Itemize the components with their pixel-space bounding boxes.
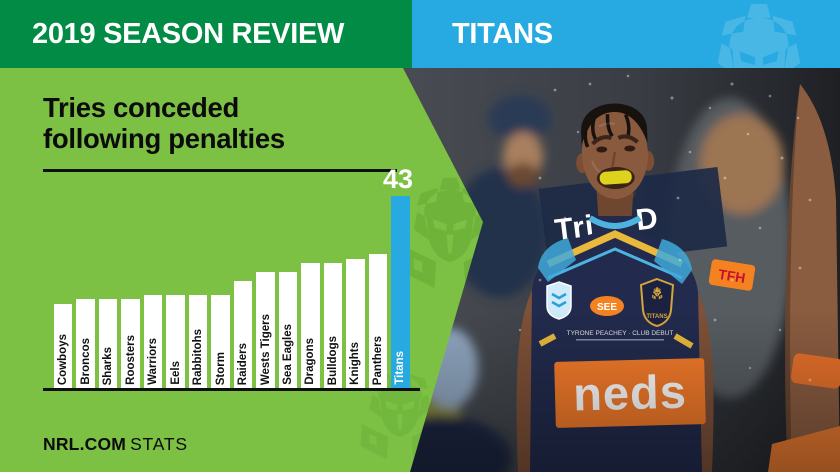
nrl-com-text: NRL.COM [43,434,127,454]
bar-chart: Cowboys Broncos Sharks Roosters Warriors Eels… [54,164,413,389]
title-divider-line [43,169,397,172]
bar-titans: Titans 43 [383,164,413,389]
stats-text: STATS [130,434,188,454]
team-label-titans: Titans [394,351,407,385]
team-label-sea-eagles: Sea Eagles [281,324,294,385]
team-label-warriors: Warriors [147,338,160,385]
season-review-title: 2019 SEASON REVIEW [32,17,345,50]
bar-sea-eagles: Sea Eagles [278,272,298,389]
bar-raiders: Raiders [233,281,253,389]
highlight-value-label: 43 [382,164,414,194]
bar-dragons: Dragons [301,263,320,389]
bar-panthers: Panthers [368,254,388,389]
bar-warriors: Warriors [143,295,163,389]
stats-panel: Tries conceded following penalties Cowbo… [0,68,483,472]
chart-title: Tries conceded following penalties [43,92,285,154]
chart-baseline [43,388,420,391]
team-label-panthers: Panthers [371,335,384,385]
team-label-knights: Knights [349,342,362,385]
titans-helmet-watermark-blue [705,4,813,68]
team-label-roosters: Roosters [124,335,137,385]
team-label-sharks: Sharks [102,346,115,385]
team-label-broncos: Broncos [79,338,92,385]
header-team: TITANS [412,0,840,68]
team-label-bulldogs: Bulldogs [326,335,339,385]
team-label-raiders: Raiders [237,342,250,385]
bar-eels: Eels [166,295,185,389]
team-label-wests-tigers: Wests Tigers [259,313,272,385]
bar-wests-tigers: Wests Tigers [256,272,275,389]
team-label-eels: Eels [169,361,182,385]
bar-storm: Storm [211,295,230,389]
team-label-rabbitohs: Rabbitohs [192,328,205,385]
bar-rabbitohs: Rabbitohs [188,295,208,389]
bar-sharks: Sharks [98,299,118,389]
header-season-review: 2019 SEASON REVIEW [0,0,412,68]
bar-broncos: Broncos [76,299,95,389]
bar-knights: Knights [346,259,365,389]
chart-title-line1: Tries conceded [43,92,240,123]
team-label-cowboys: Cowboys [57,333,70,385]
bar-bulldogs: Bulldogs [323,263,343,389]
chart-title-line2: following penalties [43,123,285,155]
bar-cowboys: Cowboys [54,304,73,389]
nrl-stats-logo: NRL.COM STATS [43,434,188,455]
team-label-dragons: Dragons [304,338,317,385]
team-name-title: TITANS [452,17,553,50]
team-label-storm: Storm [214,351,227,385]
bar-roosters: Roosters [121,299,140,389]
